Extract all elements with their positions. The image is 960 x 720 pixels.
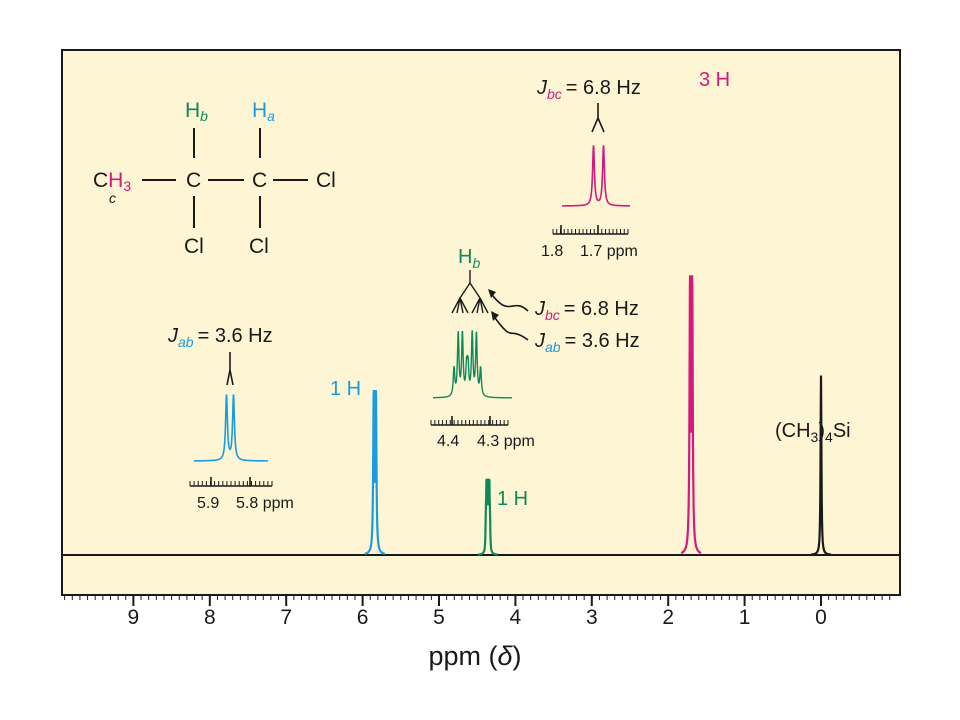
inset-hc-curve [562,145,630,207]
peak-ha [364,389,386,555]
molecule-structure: Hb Ha CH3 c C C Cl Cl Cl [93,99,336,258]
inset-hc-tick-2: 1.7 ppm [580,243,638,260]
peak-tms [810,375,832,556]
plot-background [61,49,901,596]
peak-label-hb: 1 H [497,488,528,510]
inset-ha-tick-2: 5.8 ppm [236,495,294,512]
x-tick-label: 9 [128,606,140,629]
inset-hb-curve [433,330,512,399]
peak-hc [680,275,702,555]
inset-hb-title: Hb [458,246,480,271]
inset-hb-coupling-ab: Jab = 3.6 Hz [534,330,640,355]
cl-bottom-b: Cl [184,235,204,258]
x-tick-label: 7 [280,606,292,629]
peak-label-ha: 1 H [330,378,361,400]
inset-hb-arrow-ab [492,314,529,341]
x-tick-label: 0 [815,606,827,629]
x-tick-label: 8 [204,606,216,629]
inset-hb-arrow-bc-head [488,289,496,298]
inset-hc: Jbc = 6.8 Hz 1.8 1.7 ppm [536,77,641,260]
spectrum-peaks [64,275,898,556]
inset-ha-curve [193,394,268,462]
x-tick-label: 4 [510,606,522,629]
x-tick-label: 3 [586,606,598,629]
inset-hb-arrow-bc [489,291,529,312]
inset-hb-arrow-ab-head [491,311,499,321]
ha-atom: Ha [252,99,275,124]
inset-hc-splitting-tree [591,103,605,133]
cl-bottom-a: Cl [249,235,269,258]
peak-hb [477,478,498,556]
ch3-label-c: c [109,190,116,206]
inset-hc-scale [552,225,629,235]
inset-hc-coupling: Jbc = 6.8 Hz [536,77,641,102]
inset-ha-splitting-tree [226,352,234,386]
hb-atom: Hb [185,99,208,124]
inset-hb-tick-1: 4.4 [437,433,459,450]
x-axis: 9 8 7 6 5 4 3 2 1 0 [64,595,891,629]
inset-ha-tick-1: 5.9 [197,495,219,512]
carbon-b: C [186,169,201,192]
peak-label-hc: 3 H [699,69,730,91]
x-tick-label: 6 [357,606,369,629]
inset-hb-scale [430,416,509,426]
cl-right: Cl [316,169,336,192]
inset-hb-tick-2: 4.3 ppm [477,433,535,450]
inset-hb-splitting-tree [451,270,489,314]
x-tick-label: 5 [433,606,445,629]
x-tick-label: 1 [739,606,751,629]
inset-ha-coupling: Jab = 3.6 Hz [167,325,273,350]
inset-hb-coupling-bc: Jbc = 6.8 Hz [534,298,639,323]
inset-hc-tick-1: 1.8 [541,243,563,260]
x-tick-label: 2 [662,606,674,629]
inset-ha: Jab = 3.6 Hz 5.9 5.8 ppm [167,325,294,512]
x-axis-label: ppm (δ) [428,641,521,671]
inset-hb: Hb Jbc = 6.8 Hz Jab = 3.6 Hz 4.4 4.3 ppm [430,246,640,450]
peak-label-tms: (CH3)4Si [775,420,851,445]
ch3-group: CH3 [93,169,131,194]
carbon-a: C [252,169,267,192]
inset-ha-scale [189,477,273,487]
